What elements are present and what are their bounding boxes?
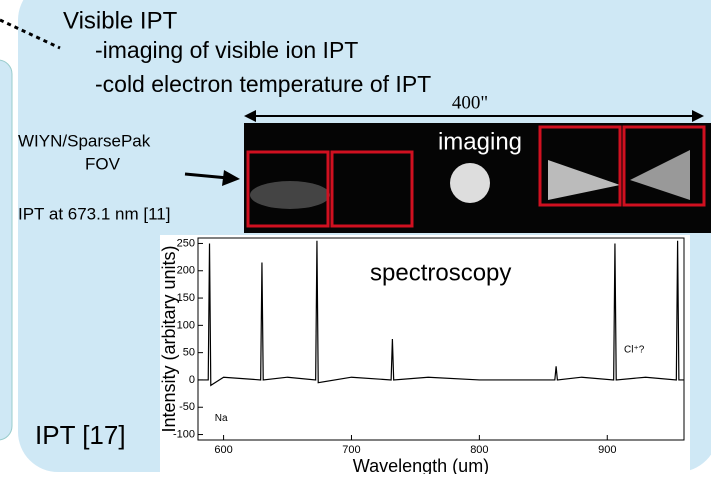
x-tick-label: 900	[598, 444, 616, 456]
y-tick-label: -50	[179, 401, 195, 413]
left-panel	[0, 59, 13, 441]
y-tick-label: 250	[177, 237, 195, 249]
x-axis-label: Wavelength (um)	[353, 456, 489, 474]
imaging-ref: IPT at 673.1 nm [11]	[18, 204, 170, 223]
bullet: -cold electron temperature of IPT	[95, 71, 431, 97]
plot: -100 -50 0 50 100 150 200 250 600 700 800 900 Wavele…	[159, 237, 685, 476]
y-tick-label: 200	[177, 265, 195, 277]
spectrum-ref: IPT [17]	[35, 420, 126, 450]
fov-box	[330, 150, 414, 228]
y-tick-label: 100	[177, 319, 195, 331]
connector	[0, 18, 61, 50]
axes-frame	[197, 237, 685, 441]
title: Visible IPT	[63, 7, 178, 34]
x-tick-label: 800	[470, 444, 488, 456]
fov-box	[538, 125, 622, 207]
annotation: Na	[215, 413, 228, 424]
x-tick-label: 700	[342, 444, 360, 456]
plot-background	[160, 235, 690, 474]
y-tick-label: 150	[177, 292, 195, 304]
glow	[548, 160, 620, 200]
y-tick-label: -100	[173, 428, 195, 440]
fov-label: FOV	[85, 154, 121, 173]
y-tick-label: 50	[183, 347, 195, 359]
glow	[250, 181, 330, 209]
io-disk	[450, 163, 490, 203]
y-tick-label: 0	[189, 374, 195, 386]
x-tick-label: 600	[214, 444, 232, 456]
y-axis-label: Intensity (arbitary units)	[159, 245, 179, 432]
instrument-label: WIYN/SparsePak	[18, 131, 151, 150]
imaging-label: imaging	[438, 128, 522, 155]
spectroscopy-label: spectroscopy	[370, 259, 511, 286]
arrow	[184, 172, 229, 180]
scale-label: 400"	[452, 92, 488, 113]
arrowhead	[222, 170, 240, 186]
spectrum-line	[198, 240, 684, 387]
glow	[630, 150, 690, 200]
fov-box	[246, 150, 330, 228]
fov-box	[622, 125, 706, 207]
bullet: -imaging of visible ion IPT	[95, 37, 358, 63]
annotation: Cl⁺?	[624, 345, 645, 356]
